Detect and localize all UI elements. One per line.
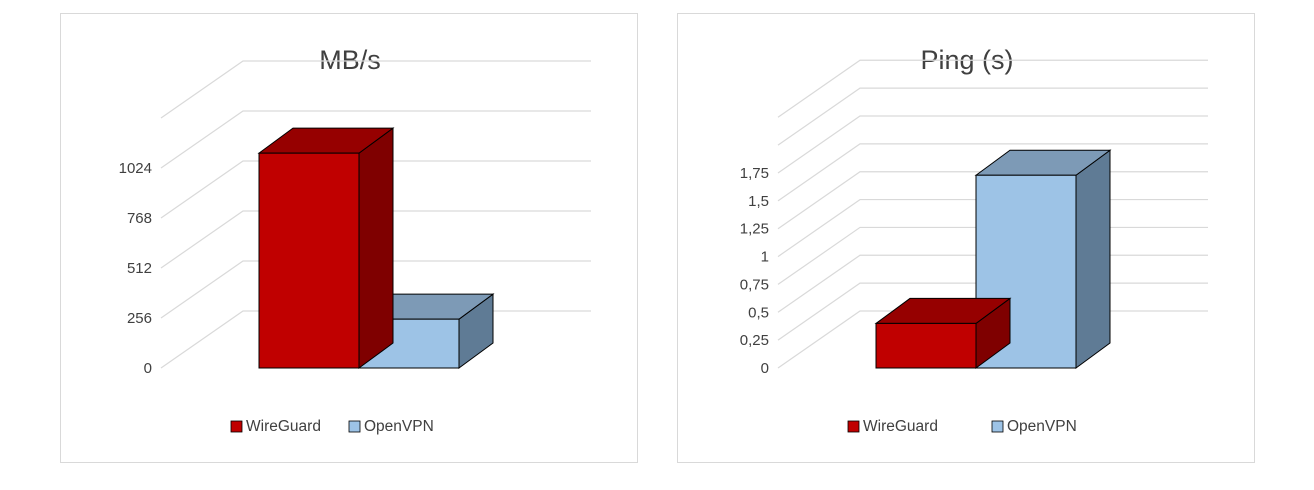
- throughput-gridline: [160, 260, 591, 319]
- throughput-gridline: [160, 110, 591, 169]
- ping-y-tick-label: 1,75: [740, 165, 769, 182]
- throughput-chart-panel: MB/s 0 256 512 768 1024 WireGuard OpenVPN: [60, 13, 638, 463]
- throughput-y-tick-label: 256: [127, 310, 152, 327]
- throughput-legend-swatch-wireguard: [230, 420, 243, 433]
- ping-y-tick-label: 0,75: [740, 276, 769, 293]
- throughput-legend-label-openvpn: OpenVPN: [364, 418, 434, 435]
- throughput-gridline: [160, 210, 591, 269]
- ping-legend-swatch-openvpn: [991, 420, 1004, 433]
- ping-bar-openvpn-side: [1075, 149, 1111, 369]
- throughput-legend-swatch-openvpn: [348, 420, 361, 433]
- throughput-bar-wireguard-side: [358, 127, 394, 369]
- ping-y-tick-label: 0,5: [748, 304, 769, 321]
- ping-legend-swatch-wireguard: [847, 420, 860, 433]
- ping-gridline: [777, 115, 1208, 174]
- throughput-y-tick-label: 1024: [119, 160, 152, 177]
- ping-y-tick-label: 1: [761, 249, 769, 266]
- throughput-bar-wireguard: [258, 152, 360, 369]
- ping-gridline: [777, 87, 1208, 146]
- throughput-gridline: [160, 160, 591, 219]
- ping-bar-wireguard: [875, 322, 977, 369]
- throughput-chart-title: MB/s: [319, 45, 381, 75]
- ping-legend-label-openvpn: OpenVPN: [1007, 418, 1077, 435]
- ping-y-tick-label: 0,25: [740, 332, 769, 349]
- ping-y-tick-label: 1,25: [740, 221, 769, 238]
- ping-gridline: [777, 59, 1208, 118]
- throughput-y-tick-label: 0: [144, 360, 152, 377]
- throughput-chart: MB/s 0 256 512 768 1024 WireGuard OpenVPN: [119, 45, 591, 435]
- throughput-y-tick-label: 768: [127, 210, 152, 227]
- throughput-legend-label-wireguard: WireGuard: [246, 418, 321, 435]
- throughput-y-tick-label: 512: [127, 260, 152, 277]
- throughput-gridline: [160, 60, 591, 119]
- ping-gridline: [777, 143, 1208, 202]
- ping-y-tick-label: 1,5: [748, 193, 769, 210]
- ping-y-tick-label: 0: [761, 360, 769, 377]
- ping-chart-panel: Ping (s) 0 0,25 0,5 0,75 1 1,25 1,5 1,75 WireGuar…: [677, 13, 1255, 463]
- ping-legend-label-wireguard: WireGuard: [863, 418, 938, 435]
- ping-chart: Ping (s)00,250,50,7511,251,51,75WireGuar…: [740, 45, 1208, 435]
